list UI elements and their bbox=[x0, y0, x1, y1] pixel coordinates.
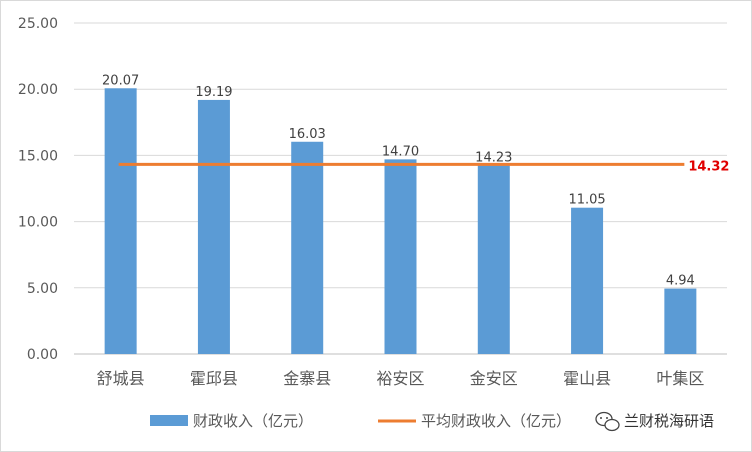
bar-value-label: 20.07 bbox=[102, 73, 139, 88]
legend-line-label: 平均财政收入（亿元） bbox=[421, 412, 571, 430]
legend: 财政收入（亿元） 平均财政收入（亿元） bbox=[150, 412, 571, 430]
wechat-icon bbox=[595, 411, 620, 432]
watermark-text: 兰财税海研语 bbox=[624, 412, 714, 430]
bar-value-label: 19.19 bbox=[195, 85, 232, 100]
bar bbox=[291, 141, 324, 354]
bars bbox=[104, 88, 697, 355]
y-tick-label: 15.00 bbox=[18, 148, 58, 164]
bar bbox=[664, 288, 697, 354]
category-label: 金寨县 bbox=[283, 369, 331, 388]
category-label: 裕安区 bbox=[376, 369, 424, 388]
category-label: 叶集区 bbox=[656, 369, 704, 388]
category-label: 霍邱县 bbox=[190, 369, 238, 388]
y-tick-label: 5.00 bbox=[27, 281, 58, 297]
y-tick-label: 25.00 bbox=[18, 16, 58, 32]
legend-bar-swatch bbox=[150, 415, 188, 426]
legend-bar-label: 财政收入（亿元） bbox=[193, 412, 313, 430]
average-value-label: 14.32 bbox=[688, 159, 729, 174]
bar bbox=[384, 159, 417, 354]
bar-value-label: 14.23 bbox=[475, 151, 512, 166]
gridlines bbox=[74, 22, 727, 355]
data-labels: 20.07 19.19 16.03 14.70 14.23 11.05 4.94 bbox=[102, 73, 695, 288]
bar-value-label: 11.05 bbox=[568, 193, 605, 208]
y-tick-label: 20.00 bbox=[18, 82, 58, 98]
average-line-group: 14.32 bbox=[118, 159, 729, 174]
bar bbox=[571, 207, 604, 354]
bar bbox=[197, 99, 230, 354]
bar-value-label: 4.94 bbox=[666, 274, 695, 289]
watermark: 兰财税海研语 bbox=[590, 405, 750, 447]
y-tick-label: 10.00 bbox=[18, 215, 58, 231]
y-axis-ticks: 0.00 5.00 10.00 15.00 20.00 25.00 bbox=[18, 16, 58, 363]
y-tick-label: 0.00 bbox=[27, 347, 58, 363]
category-label: 金安区 bbox=[470, 369, 518, 388]
bar-value-label: 14.70 bbox=[382, 144, 419, 159]
category-label: 舒城县 bbox=[97, 369, 145, 388]
bar-value-label: 16.03 bbox=[289, 127, 326, 142]
x-axis-categories: 舒城县 霍邱县 金寨县 裕安区 金安区 霍山县 叶集区 bbox=[97, 369, 705, 388]
category-label: 霍山县 bbox=[563, 369, 611, 388]
bar bbox=[104, 88, 137, 355]
bar bbox=[477, 165, 510, 354]
